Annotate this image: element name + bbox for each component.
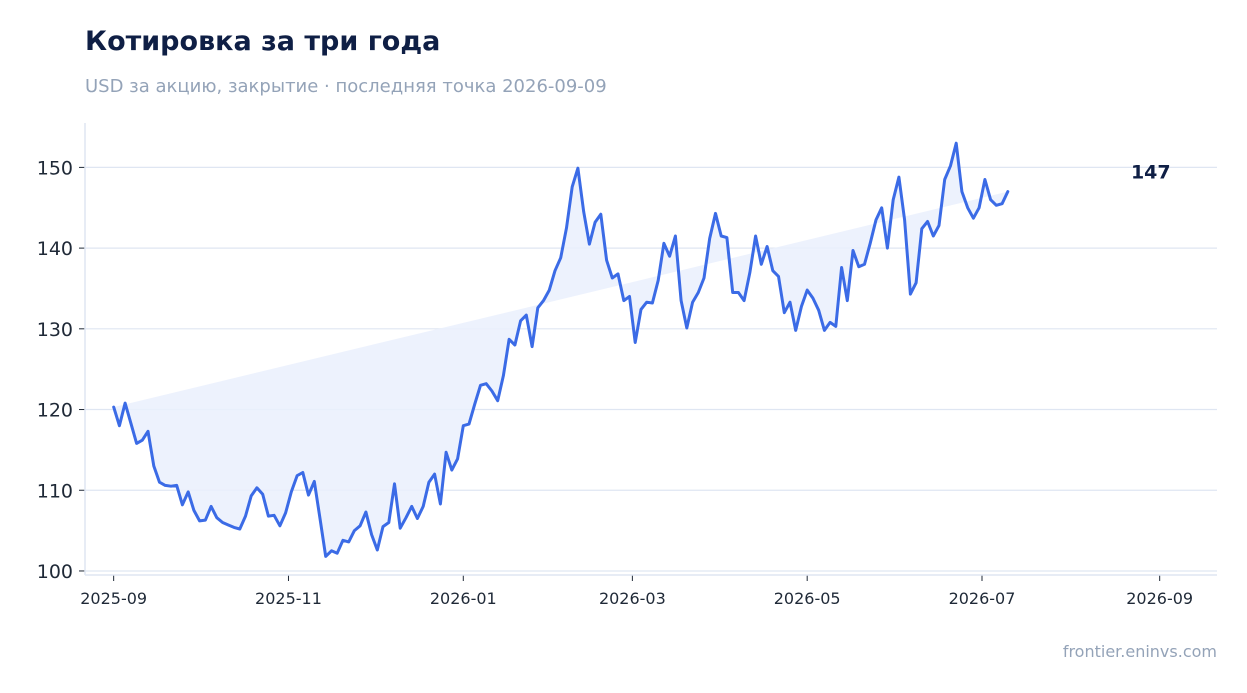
x-tick-label: 2026-05 <box>774 589 841 608</box>
chart-subtitle: USD за акцию, закрытие · последняя точка… <box>85 76 607 97</box>
price-series <box>112 141 1010 558</box>
price-line <box>112 141 1010 558</box>
y-tick-label: 100 <box>37 561 73 583</box>
y-tick-label: 110 <box>37 480 73 502</box>
x-tick-label: 2026-07 <box>949 589 1016 608</box>
y-tick-label: 140 <box>37 238 73 260</box>
x-tick-label: 2026-01 <box>430 589 497 608</box>
y-tick-label: 150 <box>37 157 73 179</box>
y-tick-label: 120 <box>37 400 73 422</box>
x-tick-label: 2026-09 <box>1126 589 1193 608</box>
x-tick-label: 2025-11 <box>255 589 322 608</box>
chart-labels: 147 <box>1131 161 1171 183</box>
grid-lines <box>85 166 1217 572</box>
price-area <box>113 143 1009 558</box>
chart-title: Котировка за три года <box>85 26 441 57</box>
x-tick-label: 2025-09 <box>80 589 147 608</box>
axes: 100 110 120 130 140 150 2025-09 2025-11 2026-01 2… <box>37 123 1217 608</box>
x-tick-label: 2026-03 <box>599 589 666 608</box>
y-tick-label: 130 <box>37 319 73 341</box>
source-label: frontier.eninvs.com <box>1062 642 1217 661</box>
last-value-label: 147 <box>1131 161 1171 183</box>
